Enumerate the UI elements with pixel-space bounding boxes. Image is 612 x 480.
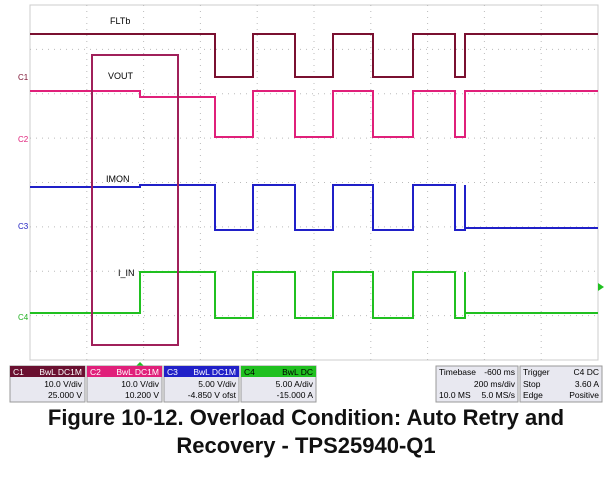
channel-tag: BwL DC1M: [193, 367, 236, 377]
waveform: [30, 184, 598, 231]
caption: Figure 10-12. Overload Condition: Auto R…: [47, 405, 565, 458]
trace-label: I_IN: [118, 268, 135, 278]
channel-name: C1: [13, 367, 24, 377]
channel-tag: BwL DC1M: [39, 367, 82, 377]
timebase-sample-rate: 5.0 MS/s: [481, 390, 515, 400]
trace-label: VOUT: [108, 71, 134, 81]
waveform: [30, 271, 598, 319]
trigger-slope: Positive: [569, 390, 599, 400]
channel-header: [10, 366, 85, 377]
trace-label: FLTb: [110, 16, 130, 26]
channel-header: [164, 366, 239, 377]
channel-marker: C1: [18, 73, 29, 82]
waveforms: [30, 33, 598, 319]
timebase-samples: 10.0 MS: [439, 390, 471, 400]
channel-scale: 10.0 V/div: [44, 379, 83, 389]
channel-tag: BwL DC1M: [116, 367, 159, 377]
grid: [29, 4, 599, 361]
timebase-delay: -600 ms: [484, 367, 515, 377]
waveform: [30, 90, 598, 138]
channel-offset: -15.000 A: [277, 390, 314, 400]
channel-name: C2: [90, 367, 101, 377]
scope: FLTb VOUT IMON I_IN C1 C2 C3 C4 C1 BwL DC…: [9, 4, 604, 403]
channel-scale: 5.00 V/div: [198, 379, 237, 389]
channel-offset: 25.000 V: [48, 390, 82, 400]
trigger-mode: Stop: [523, 379, 541, 389]
timebase-rate: 200 ms/div: [474, 379, 516, 389]
channel-name: C4: [244, 367, 255, 377]
trace-label: IMON: [106, 174, 130, 184]
trigger-type: Edge: [523, 390, 543, 400]
channel-offset: 10.200 V: [125, 390, 159, 400]
channel-scale: 5.00 A/div: [276, 379, 314, 389]
trigger-box: [519, 365, 603, 403]
trigger-source: C4 DC: [573, 367, 599, 377]
timebase-title: Timebase: [439, 367, 476, 377]
channel-scale: 10.0 V/div: [121, 379, 160, 389]
timebase-box: [435, 365, 519, 403]
channel-offset: -4.850 V ofst: [188, 390, 237, 400]
trigger-marker: [598, 283, 604, 291]
trigger-title: Trigger: [523, 367, 550, 377]
channel-marker: C2: [18, 135, 29, 144]
channel-marker: C4: [18, 313, 29, 322]
channel-tag: BwL DC: [282, 367, 313, 377]
channel-marker: C3: [18, 222, 29, 231]
channel-header: [241, 366, 316, 377]
highlight-box: [91, 54, 179, 346]
channel-header: [87, 366, 162, 377]
trigger-marker: [136, 362, 144, 366]
waveform: [30, 33, 598, 78]
trigger-level: 3.60 A: [575, 379, 599, 389]
channel-name: C3: [167, 367, 178, 377]
